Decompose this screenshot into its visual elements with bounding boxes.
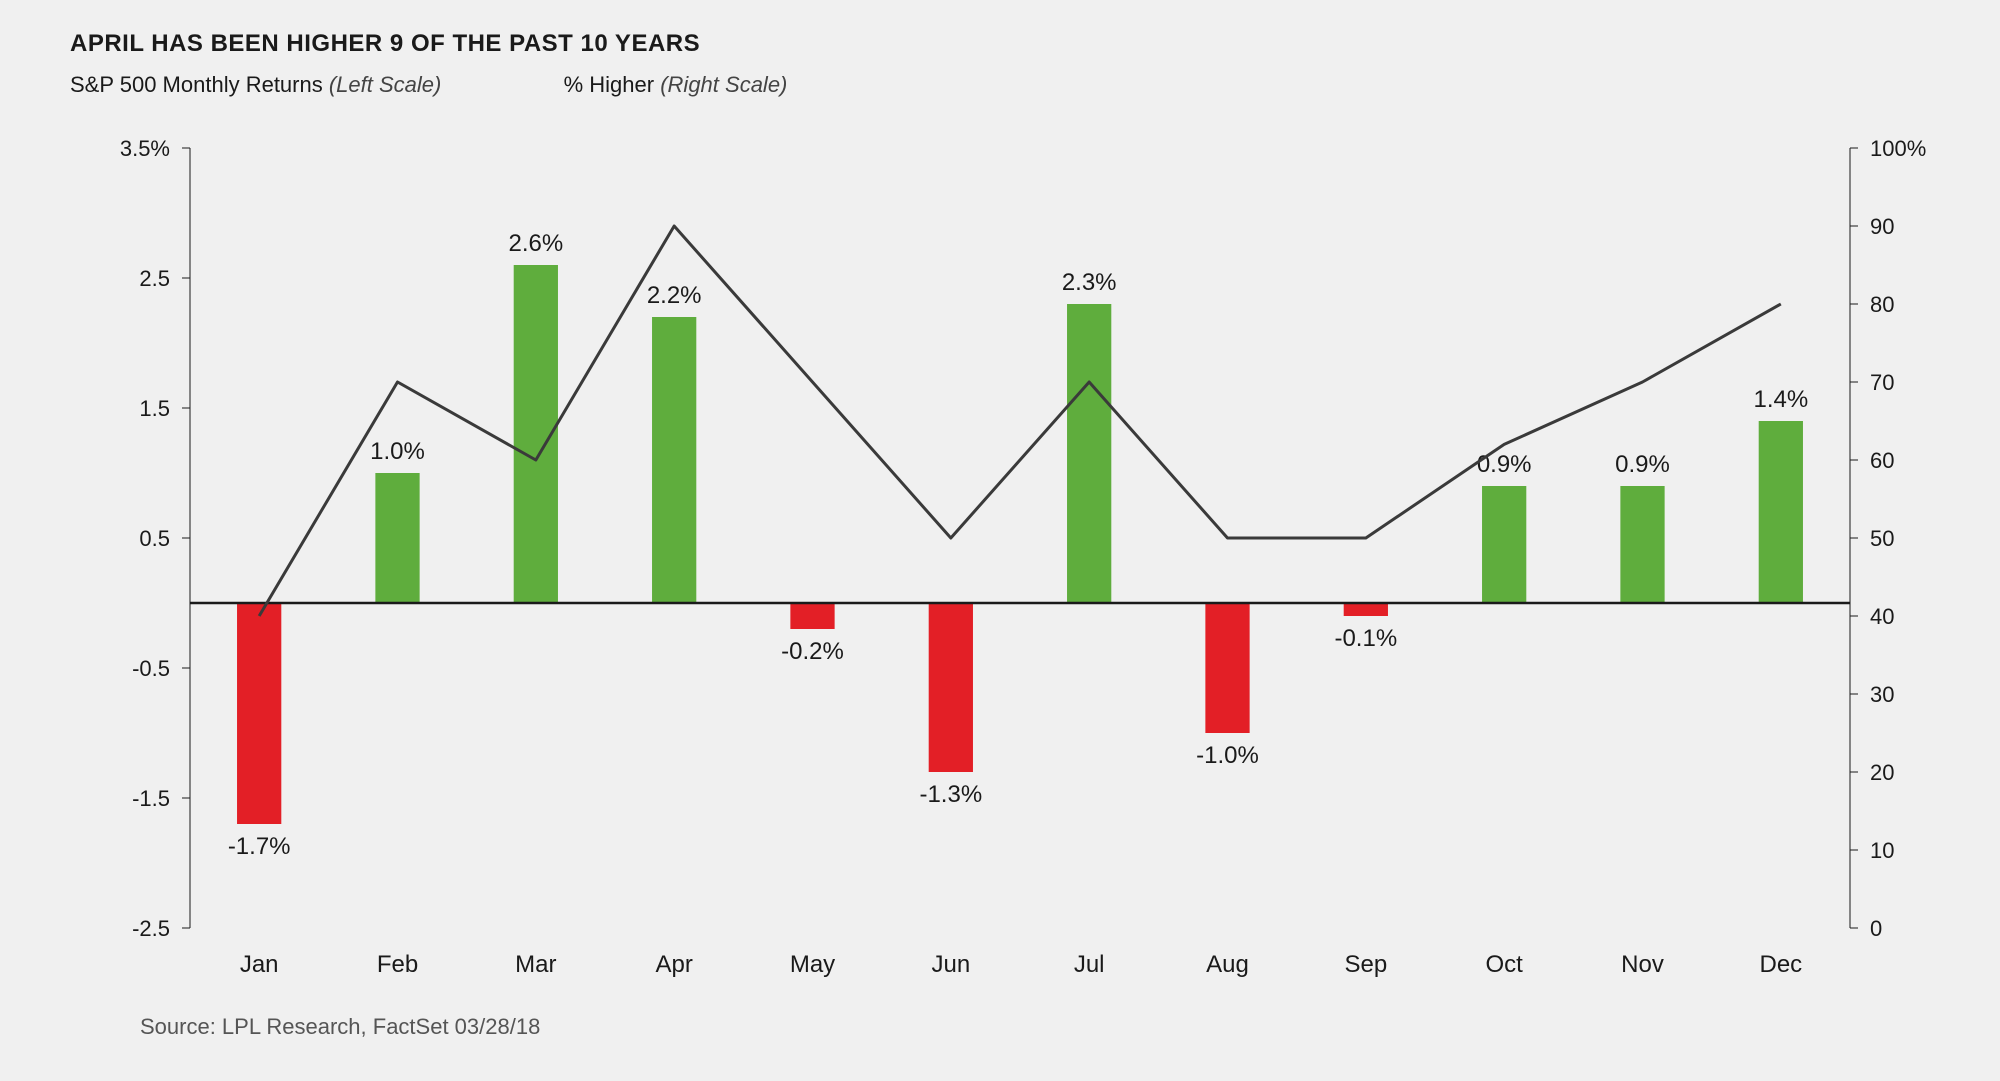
legend-right-note: (Right Scale) (660, 72, 787, 97)
left-tick-label: 0.5 (139, 526, 170, 551)
bar-label: -0.2% (781, 638, 844, 665)
bar (1205, 603, 1249, 733)
bar (237, 603, 281, 824)
category-label: Nov (1621, 951, 1664, 978)
bar (929, 603, 973, 772)
legend-left-label: S&P 500 Monthly Returns (70, 72, 323, 97)
right-tick-label: 90 (1870, 214, 1894, 239)
category-label: Oct (1485, 951, 1523, 978)
category-label: Sep (1344, 951, 1387, 978)
chart-source: Source: LPL Research, FactSet 03/28/18 (140, 1014, 1950, 1040)
bar-label: -1.0% (1196, 742, 1259, 769)
category-label: Jun (931, 951, 970, 978)
bar-label: 0.9% (1477, 451, 1532, 478)
right-tick-label: 80 (1870, 292, 1894, 317)
bar (652, 317, 696, 603)
right-tick-label: 30 (1870, 682, 1894, 707)
category-label: Aug (1206, 951, 1249, 978)
category-label: Feb (377, 951, 418, 978)
chart-legend: S&P 500 Monthly Returns (Left Scale) % H… (70, 72, 1950, 98)
right-tick-label: 70 (1870, 370, 1894, 395)
left-tick-label: 2.5 (139, 266, 170, 291)
category-label: Jul (1074, 951, 1105, 978)
right-tick-label: 40 (1870, 604, 1894, 629)
category-label: Dec (1759, 951, 1802, 978)
bar-label: 2.2% (647, 282, 702, 309)
legend-right-label: % Higher (564, 72, 654, 97)
bar-label: -1.7% (228, 833, 291, 860)
bar (1067, 304, 1111, 603)
chart-title: APRIL HAS BEEN HIGHER 9 OF THE PAST 10 Y… (70, 30, 1950, 58)
line-series (259, 226, 1781, 616)
bar (1482, 486, 1526, 603)
category-label: Mar (515, 951, 556, 978)
right-tick-label: 50 (1870, 526, 1894, 551)
right-tick-label: 20 (1870, 760, 1894, 785)
category-label: May (790, 951, 835, 978)
chart-svg: -2.5 -1.5 -0.5 0.5 1.5 2.5 3.5% 0 10 20 30 40 50 60 70… (50, 128, 1950, 1008)
right-tick-label: 60 (1870, 448, 1894, 473)
bar-label: 2.3% (1062, 269, 1117, 296)
right-tick-label: 10 (1870, 838, 1894, 863)
left-tick-label: -0.5 (132, 656, 170, 681)
bar (790, 603, 834, 629)
left-tick-label: -2.5 (132, 916, 170, 941)
bar (375, 473, 419, 603)
legend-left-note: (Left Scale) (329, 72, 442, 97)
left-tick-label: 3.5% (120, 136, 170, 161)
bar (1344, 603, 1388, 616)
right-tick-label: 0 (1870, 916, 1882, 941)
bar-label: -1.3% (919, 781, 982, 808)
bar (1759, 421, 1803, 603)
left-tick-label: -1.5 (132, 786, 170, 811)
bar-label: 1.4% (1753, 386, 1808, 413)
chart-container: -2.5 -1.5 -0.5 0.5 1.5 2.5 3.5% 0 10 20 30 40 50 60 70… (50, 128, 1950, 1008)
right-tick-label: 100% (1870, 136, 1926, 161)
bar-label: 1.0% (370, 438, 425, 465)
category-label: Jan (240, 951, 279, 978)
left-tick-label: 1.5 (139, 396, 170, 421)
bar-label: 0.9% (1615, 451, 1670, 478)
bar-label: -0.1% (1334, 625, 1397, 652)
bar (1620, 486, 1664, 603)
bar-label: 2.6% (508, 230, 563, 257)
category-label: Apr (655, 951, 692, 978)
